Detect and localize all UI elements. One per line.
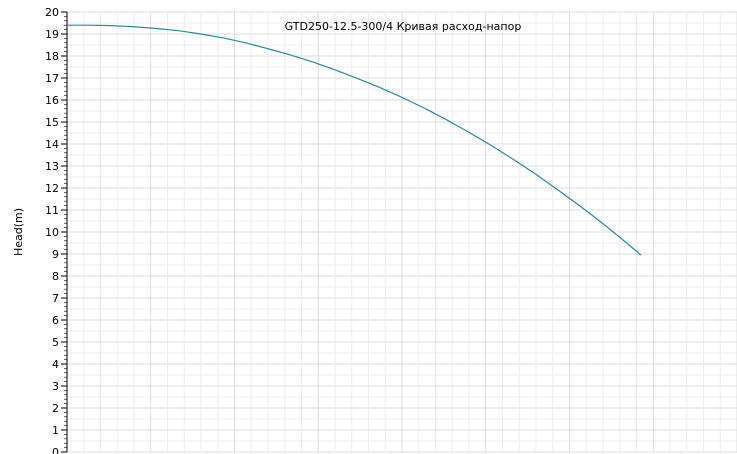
y-tick-label: 4 bbox=[52, 358, 59, 371]
y-tick-label: 11 bbox=[45, 204, 59, 217]
y-tick-label: 6 bbox=[52, 314, 59, 327]
series-line bbox=[67, 24, 642, 256]
series-layer bbox=[67, 24, 642, 256]
y-tick-label: 10 bbox=[45, 226, 59, 239]
y-tick-label: 19 bbox=[45, 28, 59, 41]
y-axis-label: Head(m) bbox=[12, 208, 25, 256]
y-tick-label: 3 bbox=[52, 380, 59, 393]
y-tick-label: 16 bbox=[45, 94, 59, 107]
y-tick-label: 8 bbox=[52, 270, 59, 283]
y-tick-label: 12 bbox=[45, 182, 59, 195]
y-tick-label: 15 bbox=[45, 116, 59, 129]
y-tick-label: 2 bbox=[52, 402, 59, 415]
y-tick-label: 0 bbox=[52, 446, 59, 454]
y-tick-label: 7 bbox=[52, 292, 59, 305]
y-tick-label: 14 bbox=[45, 138, 59, 151]
y-tick-label: 9 bbox=[52, 248, 59, 261]
y-tick-label: 20 bbox=[45, 6, 59, 19]
chart-title: GTD250-12.5-300/4 Кривая расход-напор bbox=[285, 20, 522, 33]
y-tick-label: 13 bbox=[45, 160, 59, 173]
y-tick-label: 18 bbox=[45, 50, 59, 63]
y-tick-label: 17 bbox=[45, 72, 59, 85]
y-tick-label: 1 bbox=[52, 424, 59, 437]
y-tick-label: 5 bbox=[52, 336, 59, 349]
grid bbox=[66, 11, 737, 453]
